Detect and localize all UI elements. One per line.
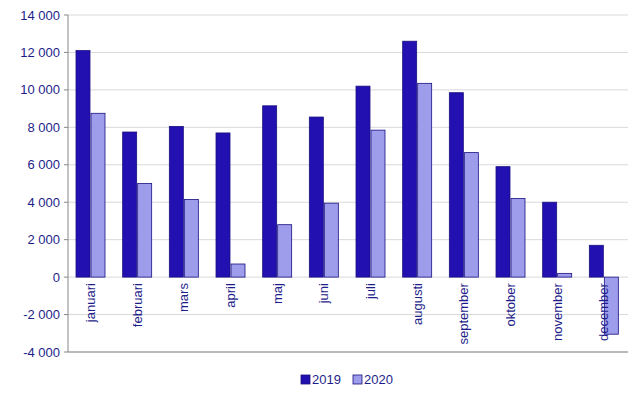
bar	[169, 126, 183, 277]
legend-label: 2019	[312, 372, 341, 387]
bar	[464, 153, 478, 278]
bar	[324, 203, 338, 277]
tick-mark	[64, 52, 68, 53]
x-tick-label: december	[596, 282, 611, 340]
legend-label: 2020	[364, 372, 393, 387]
tick-mark	[64, 202, 68, 203]
y-tick-label: 2 000	[27, 232, 60, 247]
bar	[216, 133, 230, 277]
bar	[589, 245, 603, 277]
x-tick-label: maj	[270, 283, 285, 304]
tick-mark	[64, 239, 68, 240]
legend: 2019 2020	[301, 372, 393, 387]
tick-mark	[64, 277, 68, 278]
legend-swatch	[301, 375, 310, 384]
bar	[356, 86, 370, 277]
bar	[496, 167, 510, 277]
grid-line	[68, 127, 628, 128]
y-tick-label: 10 000	[20, 82, 60, 97]
x-tick-label: september	[456, 282, 471, 344]
grid-line	[68, 52, 628, 53]
bar	[418, 83, 432, 277]
x-axis-frame	[68, 352, 628, 353]
bar	[449, 93, 463, 277]
bar	[231, 264, 245, 277]
bar	[309, 117, 323, 277]
bar	[403, 41, 417, 277]
x-tick-label: augusti	[410, 283, 425, 325]
y-tick-label: 14 000	[20, 8, 60, 23]
x-tick-label: november	[550, 282, 565, 340]
legend-swatch	[353, 375, 362, 384]
tick-mark	[64, 164, 68, 165]
tick-mark	[64, 15, 68, 16]
chart: -4 000 -2 000 0 2 000 4 000 6 000 8 000 10 000 1…	[0, 0, 643, 401]
x-tick-label: mars	[176, 283, 191, 312]
grid-line	[68, 164, 628, 165]
bar	[138, 184, 152, 278]
tick-mark	[64, 352, 68, 353]
bar	[371, 130, 385, 277]
y-axis-line	[68, 15, 69, 352]
x-tick-label: oktober	[503, 282, 518, 326]
y-tick-label: 0	[53, 270, 60, 285]
y-tick-label: -2 000	[23, 307, 60, 322]
y-tick-label: -4 000	[23, 345, 60, 360]
bar	[278, 225, 292, 277]
y-tick-label: 12 000	[20, 45, 60, 60]
grid-line	[68, 314, 628, 315]
tick-mark	[64, 127, 68, 128]
x-tick-label: april	[223, 283, 238, 308]
y-tick-label: 6 000	[27, 157, 60, 172]
tick-mark	[64, 314, 68, 315]
x-tick-label: juni	[316, 283, 331, 304]
tick-mark	[64, 89, 68, 90]
bar	[558, 273, 572, 277]
x-tick-label: februari	[130, 283, 145, 327]
bar	[123, 132, 137, 277]
bar	[184, 199, 198, 277]
x-tick-label: juli	[363, 283, 378, 300]
x-tick-label: januari	[83, 283, 98, 323]
bar	[511, 198, 525, 277]
bar	[76, 51, 90, 278]
bars	[76, 41, 618, 334]
grid-line	[68, 15, 628, 16]
bar	[91, 113, 105, 277]
bar	[263, 106, 277, 277]
grid-line	[68, 352, 628, 353]
bar	[543, 202, 557, 277]
grid-line	[68, 89, 628, 90]
y-tick-label: 8 000	[27, 120, 60, 135]
y-tick-label: 4 000	[27, 195, 60, 210]
